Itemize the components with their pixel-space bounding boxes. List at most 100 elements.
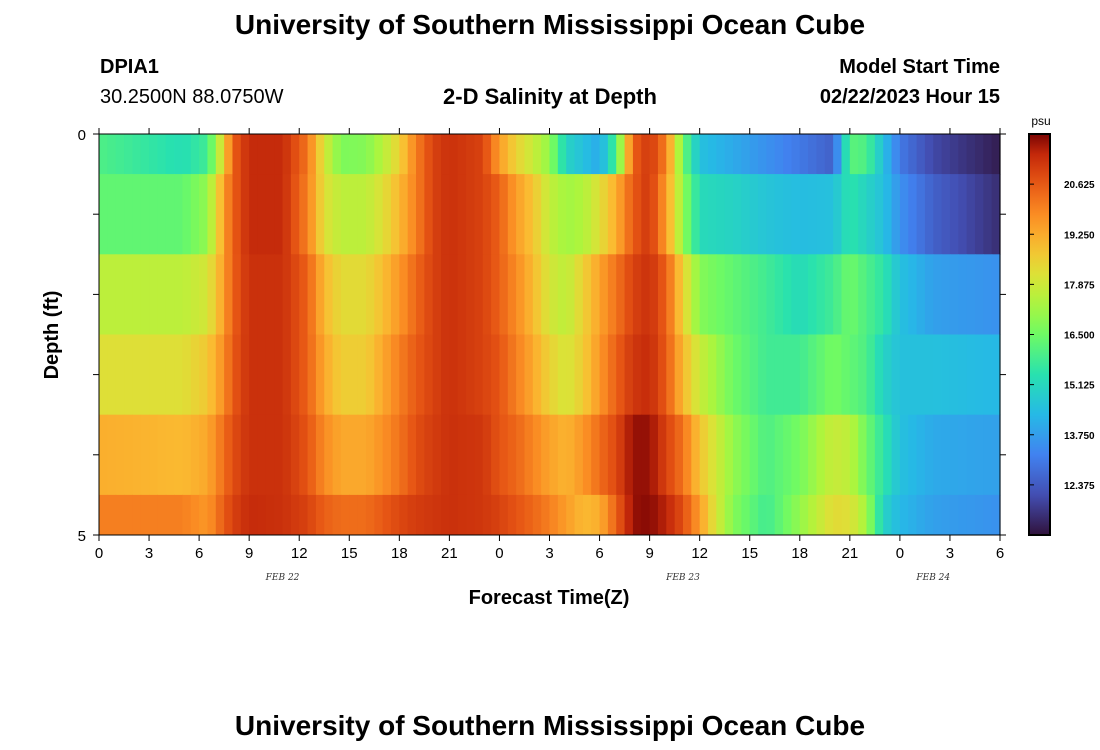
heatmap-cell <box>232 174 242 255</box>
heatmap-cell <box>107 494 117 536</box>
heatmap-cell <box>516 134 526 175</box>
heatmap-cell <box>974 334 984 416</box>
heatmap-cell <box>524 494 534 536</box>
heatmap-cell <box>357 134 367 175</box>
heatmap-cell <box>774 254 784 335</box>
heatmap-cell <box>916 134 926 175</box>
heatmap-cell <box>591 254 601 335</box>
heatmap-cell <box>390 494 400 536</box>
heatmap-cell <box>682 134 692 175</box>
heatmap-cell <box>774 494 784 536</box>
heatmap-cell <box>232 334 242 416</box>
colorbar-tick-label: 17.875 <box>1064 280 1095 291</box>
heatmap-cell <box>416 134 425 175</box>
heatmap-cell <box>749 334 759 416</box>
heatmap-cell <box>657 414 667 496</box>
heatmap-cell <box>541 254 551 335</box>
heatmap-cell <box>149 414 158 496</box>
heatmap-cell <box>991 334 1001 416</box>
heatmap-cell <box>974 174 984 255</box>
heatmap-cell <box>958 414 968 496</box>
heatmap-cell <box>349 134 359 175</box>
heatmap-cell <box>257 134 267 175</box>
heatmap-cell <box>966 414 976 496</box>
heatmap-cell <box>958 494 968 536</box>
heatmap-cell <box>365 334 375 416</box>
heatmap-cell <box>532 494 542 536</box>
heatmap-cell <box>582 174 592 255</box>
heatmap-cell <box>207 134 217 175</box>
heatmap-cell <box>532 334 542 416</box>
y-axis-label: Depth (ft) <box>41 291 63 380</box>
heatmap-cell <box>424 414 434 496</box>
heatmap-cell <box>149 134 158 175</box>
heatmap-cell <box>708 334 717 416</box>
heatmap-cell <box>599 494 609 536</box>
heatmap-cell <box>783 414 793 496</box>
heatmap-cell <box>365 494 375 536</box>
heatmap-cell <box>699 174 709 255</box>
footer-title: University of Southern Mississippi Ocean… <box>234 710 866 741</box>
heatmap-cell <box>507 134 517 175</box>
x-tick-label: 0 <box>896 545 904 562</box>
heatmap-cell <box>866 494 876 536</box>
heatmap-cell <box>699 254 709 335</box>
heatmap-cell <box>299 414 309 496</box>
x-tick-label: 12 <box>691 545 708 562</box>
heatmap-cell <box>274 334 284 416</box>
heatmap-cell <box>382 494 392 536</box>
heatmap-cell <box>908 494 918 536</box>
heatmap-cell <box>624 334 634 416</box>
heatmap-cells <box>99 134 1001 536</box>
heatmap-cell <box>499 174 509 255</box>
heatmap-cell <box>449 254 459 335</box>
heatmap-cell <box>741 254 751 335</box>
heatmap-cell <box>99 174 108 255</box>
heatmap-cell <box>416 494 425 536</box>
heatmap-cell <box>991 254 1001 335</box>
heatmap-cell <box>215 174 225 255</box>
heatmap-cell <box>524 134 534 175</box>
heatmap-cell <box>749 414 759 496</box>
heatmap-cell <box>299 494 309 536</box>
heatmap-cell <box>332 494 342 536</box>
heatmap-cell <box>466 174 476 255</box>
heatmap-cell <box>240 254 250 335</box>
heatmap-cell <box>357 334 367 416</box>
heatmap-cell <box>457 174 467 255</box>
x-tick-label: 9 <box>245 545 253 562</box>
heatmap-cell <box>891 334 901 416</box>
heatmap-cell <box>416 174 425 255</box>
colorbar-tick-label: 13.750 <box>1064 431 1095 442</box>
heatmap-cell <box>758 334 767 416</box>
heatmap-cell <box>874 174 884 255</box>
heatmap-cell <box>858 494 868 536</box>
heatmap-cell <box>883 134 893 175</box>
heatmap-cell <box>165 414 175 496</box>
heatmap-cell <box>691 134 701 175</box>
heatmap-cell <box>599 414 609 496</box>
x-tick-label: 0 <box>95 545 103 562</box>
heatmap-cell <box>766 174 776 255</box>
heatmap-cell <box>799 174 809 255</box>
heatmap-cell <box>157 174 167 255</box>
heatmap-cell <box>591 494 601 536</box>
heatmap-cell <box>674 334 684 416</box>
heatmap-cell <box>507 494 517 536</box>
heatmap-cell <box>808 174 818 255</box>
heatmap-cell <box>374 414 384 496</box>
heatmap-cell <box>808 334 818 416</box>
heatmap-cell <box>916 254 926 335</box>
heatmap-cell <box>557 414 567 496</box>
heatmap-cell <box>290 414 300 496</box>
heatmap-cell <box>516 414 526 496</box>
heatmap-cell <box>699 414 709 496</box>
heatmap-cell <box>365 174 375 255</box>
heatmap-cell <box>124 334 133 416</box>
heatmap-cell <box>474 174 484 255</box>
heatmap-cell <box>866 334 876 416</box>
heatmap-cell <box>824 254 834 335</box>
heatmap-cell <box>791 254 801 335</box>
heatmap-cell <box>933 254 943 335</box>
heatmap-cell <box>365 134 375 175</box>
